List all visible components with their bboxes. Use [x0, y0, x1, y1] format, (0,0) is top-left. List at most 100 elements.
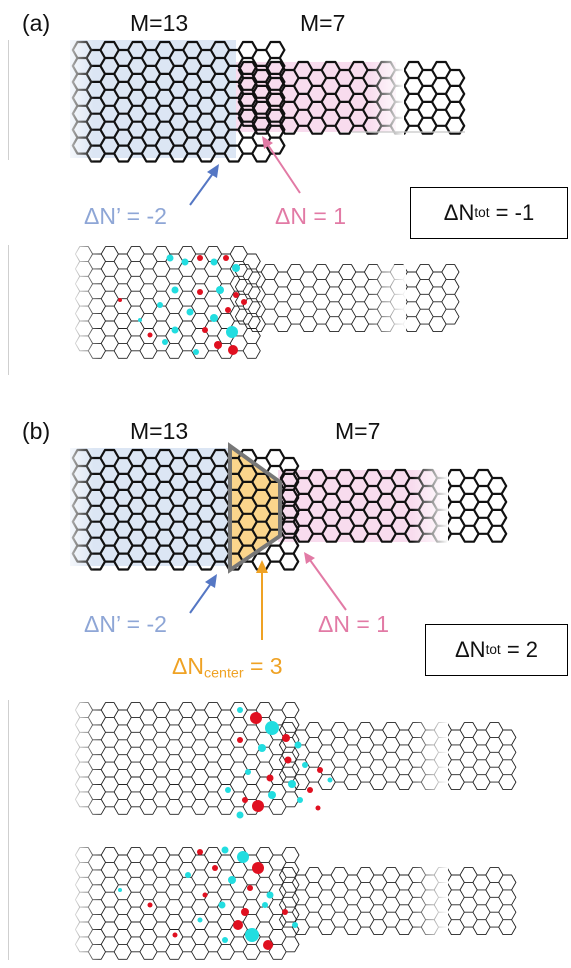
amplitude-dot-a-8	[216, 286, 224, 294]
amplitude-dot-b1-16	[252, 800, 264, 812]
wavefunction-lattice-b1	[74, 702, 517, 815]
amplitude-dot-b2-22	[292, 922, 298, 928]
amplitude-dot-a-19	[228, 345, 238, 355]
amplitude-dot-a-5	[232, 264, 240, 272]
arrow-dn-prime-b	[189, 574, 217, 614]
amplitude-dot-b2-4	[212, 865, 218, 871]
amplitude-dot-b1-6	[258, 744, 266, 752]
amplitude-dot-a-10	[157, 302, 163, 308]
amplitude-dot-b1-19	[225, 787, 231, 793]
amplitude-dot-b1-7	[284, 756, 292, 764]
amplitude-dot-b2-1	[221, 846, 229, 854]
hex-thin-left-b1	[74, 702, 300, 815]
amplitude-dot-b1-3	[282, 734, 290, 742]
amplitude-dot-b2-17	[222, 937, 228, 943]
amplitude-dot-b1-21	[315, 805, 321, 811]
amplitude-dot-b2-0	[197, 849, 203, 855]
dn-label-a: ΔN = 1	[275, 203, 346, 229]
amplitude-dot-a-23	[118, 298, 122, 302]
amplitude-dot-a-14	[241, 299, 247, 305]
arrow-dn-center-b	[256, 560, 268, 640]
amplitude-dot-b2-19	[147, 902, 153, 908]
hex-thin-right-a	[234, 264, 460, 333]
amplitude-dot-a-6	[171, 286, 179, 294]
amplitude-dot-b1-18	[236, 811, 244, 819]
hex-thin-right-b1	[278, 722, 517, 791]
panel-label-a: (a)	[22, 10, 51, 36]
amplitude-dot-a-3	[210, 258, 218, 266]
amplitude-dot-b2-21	[172, 932, 178, 938]
amplitude-dot-b1-9	[317, 767, 323, 773]
wavefunction-dots-a	[118, 254, 247, 355]
dn-center-label-b: ΔNcenter = 3	[172, 653, 283, 682]
wavefunction-dots-b2	[118, 846, 298, 950]
arrow-dn-a	[262, 136, 301, 194]
dn-prime-label-b: ΔN’ = -2	[84, 611, 167, 637]
amplitude-dot-a-18	[214, 341, 222, 349]
m-left-label-b: M=13	[130, 418, 189, 444]
amplitude-dot-b2-6	[228, 876, 236, 884]
amplitude-dot-a-4	[223, 255, 229, 261]
amplitude-dot-b1-8	[302, 762, 308, 768]
guide-line-a-top	[8, 40, 9, 160]
amplitude-dot-a-16	[202, 327, 208, 333]
hex-thin-right-b2	[278, 867, 517, 936]
amplitude-dot-b2-13	[282, 909, 288, 915]
amplitude-dot-b1-5	[237, 737, 243, 743]
amplitude-dot-a-13	[225, 307, 231, 313]
amplitude-dot-a-22	[193, 349, 199, 355]
amplitude-dot-a-15	[171, 326, 179, 334]
amplitude-dot-b1-14	[327, 777, 333, 783]
amplitude-dot-a-1	[181, 258, 189, 266]
amplitude-dot-b2-20	[118, 888, 122, 892]
amplitude-dot-b1-12	[288, 780, 296, 788]
amplitude-dot-b2-18	[197, 917, 203, 923]
amplitude-dot-b1-2	[265, 721, 279, 735]
amplitude-dot-b2-12	[262, 902, 268, 908]
amplitude-dot-b2-16	[263, 940, 273, 950]
blue-region-b	[70, 448, 232, 566]
dn-tot-box-b: ΔN tot = 2	[425, 624, 568, 676]
amplitude-dot-a-9	[233, 292, 239, 298]
panel-label-b: (b)	[22, 418, 51, 444]
dn-prime-label-a: ΔN’ = -2	[84, 203, 167, 229]
amplitude-dot-a-0	[166, 254, 174, 262]
amplitude-dot-b1-20	[297, 797, 303, 803]
m-right-label-a: M=7	[300, 10, 346, 36]
amplitude-dot-b1-17	[268, 791, 276, 799]
guide-line-b	[8, 700, 9, 960]
amplitude-dot-b1-4	[294, 741, 302, 749]
arrow-dn-b	[304, 552, 347, 611]
amplitude-dot-b2-14	[233, 920, 243, 930]
center-region-outline-b	[228, 442, 282, 574]
amplitude-dot-a-2	[197, 255, 203, 261]
blue-region-a	[70, 40, 236, 158]
amplitude-dot-b1-1	[250, 712, 262, 724]
amplitude-dot-a-17	[226, 326, 238, 338]
amplitude-dot-b2-9	[202, 892, 208, 898]
amplitude-dot-b1-0	[237, 707, 243, 713]
amplitude-dot-a-24	[138, 318, 142, 322]
amplitude-dot-b2-8	[266, 891, 274, 899]
m-right-label-b: M=7	[335, 418, 381, 444]
amplitude-dot-b2-11	[241, 908, 249, 916]
amplitude-dot-b1-13	[307, 787, 313, 793]
amplitude-dot-b2-10	[218, 901, 226, 909]
amplitude-dot-b2-2	[237, 851, 249, 863]
amplitude-dot-b2-15	[245, 928, 259, 942]
guide-line-a-bottom	[8, 245, 9, 375]
dn-tot-box-a: ΔN tot = -1	[410, 187, 568, 239]
amplitude-dot-b2-3	[252, 862, 264, 874]
amplitude-dot-b1-10	[245, 769, 251, 775]
amplitude-dot-b2-7	[247, 885, 253, 891]
amplitude-dot-a-11	[186, 308, 194, 316]
amplitude-dot-a-20	[147, 332, 153, 338]
amplitude-dot-a-12	[210, 314, 218, 322]
wavefunction-lattice-b2	[74, 847, 517, 960]
amplitude-dot-b2-5	[185, 872, 191, 878]
wavefunction-dots-b1	[225, 707, 333, 819]
dn-label-b: ΔN = 1	[318, 611, 389, 637]
amplitude-dot-b1-11	[266, 774, 274, 782]
m-left-label-a: M=13	[130, 10, 189, 36]
